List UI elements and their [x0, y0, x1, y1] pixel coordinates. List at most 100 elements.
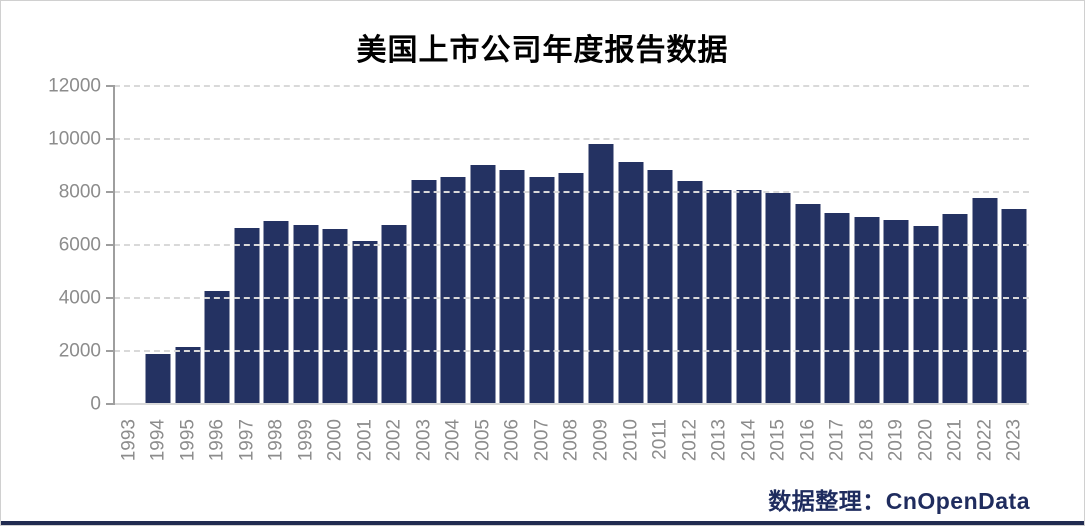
x-tick-label: 1995 — [177, 419, 199, 462]
bar — [942, 213, 968, 404]
y-axis-line — [113, 85, 115, 405]
y-tick-mark — [106, 244, 114, 246]
x-slot: 2007 — [527, 419, 557, 489]
bar — [618, 161, 644, 404]
x-tick-label: 2017 — [826, 419, 848, 462]
x-slot: 2009 — [586, 419, 616, 489]
x-tick-label: 2002 — [383, 419, 405, 462]
x-tick-label: 2005 — [472, 419, 494, 462]
bar — [1001, 209, 1027, 404]
x-slot: 2013 — [704, 419, 734, 489]
bar — [440, 177, 466, 404]
y-axis-labels: 0 2000 4000 6000 8000 10000 12000 — [1, 77, 101, 414]
bar — [204, 290, 230, 404]
x-tick-label: 1996 — [206, 419, 228, 462]
y-tick-mark — [106, 297, 114, 299]
bar-slot — [262, 86, 292, 404]
gridline — [114, 191, 1029, 193]
x-tick-label: 1997 — [236, 419, 258, 462]
bar-slot — [704, 86, 734, 404]
x-tick-label: 2006 — [501, 419, 523, 462]
x-slot: 2021 — [940, 419, 970, 489]
bar — [381, 225, 407, 404]
x-slot: 2000 — [321, 419, 351, 489]
y-tick-label: 0 — [90, 393, 101, 415]
y-tick-label: 12000 — [48, 75, 101, 97]
x-slot: 2019 — [881, 419, 911, 489]
bar — [529, 176, 555, 404]
x-tick-label: 1994 — [147, 419, 169, 462]
x-tick-label: 2010 — [620, 419, 642, 462]
bar — [293, 225, 319, 404]
x-tick-label: 2004 — [442, 419, 464, 462]
x-tick-label: 1993 — [118, 419, 140, 462]
bar — [972, 197, 998, 404]
bar-slot — [321, 86, 351, 404]
bar-slot — [498, 86, 528, 404]
x-slot: 2015 — [763, 419, 793, 489]
x-slot: 2017 — [822, 419, 852, 489]
x-slot: 1999 — [291, 419, 321, 489]
x-slot: 2002 — [380, 419, 410, 489]
bar-slot — [793, 86, 823, 404]
y-tick-label: 6000 — [58, 234, 101, 256]
x-tick-label: 2013 — [708, 419, 730, 462]
bar-slot — [173, 86, 203, 404]
bar-slot — [999, 86, 1029, 404]
bar — [795, 203, 821, 404]
bar — [175, 346, 201, 404]
y-axis-tick-marks — [106, 85, 114, 405]
y-tick-label: 4000 — [58, 287, 101, 309]
x-slot: 2012 — [675, 419, 705, 489]
bar — [411, 180, 437, 404]
chart-title: 美国上市公司年度报告数据 — [356, 34, 729, 67]
bar-slot — [586, 86, 616, 404]
x-slot: 1993 — [114, 419, 144, 489]
x-slot: 2016 — [793, 419, 823, 489]
x-slot: 1995 — [173, 419, 203, 489]
x-slot: 2004 — [439, 419, 469, 489]
x-tick-label: 2000 — [324, 419, 346, 462]
bar — [322, 229, 348, 404]
bar-slot — [232, 86, 262, 404]
bar — [558, 173, 584, 404]
x-slot: 1994 — [144, 419, 174, 489]
bar — [706, 189, 732, 404]
x-axis-baseline — [114, 403, 1029, 405]
bar-slot — [468, 86, 498, 404]
bar-slot — [144, 86, 174, 404]
bar — [352, 240, 378, 404]
x-tick-label: 2021 — [944, 419, 966, 462]
x-tick-label: 2018 — [856, 419, 878, 462]
bar-slot — [409, 86, 439, 404]
gridline — [114, 138, 1029, 140]
y-tick-mark — [106, 138, 114, 140]
gridline — [114, 350, 1029, 352]
x-tick-label: 1998 — [265, 419, 287, 462]
x-tick-label: 2001 — [354, 419, 376, 462]
gridline — [114, 297, 1029, 299]
bar-slot — [970, 86, 1000, 404]
bar-slot — [881, 86, 911, 404]
bar — [588, 143, 614, 404]
y-tick-mark — [106, 85, 114, 87]
data-credit: 数据整理：CnOpenData — [768, 488, 1030, 514]
gridline — [114, 244, 1029, 246]
bar — [854, 216, 880, 404]
bar — [824, 213, 850, 404]
bar-slot — [203, 86, 233, 404]
bar — [913, 225, 939, 404]
bar-slot — [350, 86, 380, 404]
x-tick-label: 2007 — [531, 419, 553, 462]
x-tick-label: 2015 — [767, 419, 789, 462]
x-slot: 2018 — [852, 419, 882, 489]
x-slot: 2001 — [350, 419, 380, 489]
x-tick-label: 1999 — [295, 419, 317, 462]
plot-area — [114, 85, 1029, 405]
bar — [234, 227, 260, 404]
bar — [677, 181, 703, 404]
x-slot: 2003 — [409, 419, 439, 489]
x-tick-label: 2009 — [590, 419, 612, 462]
bar-slot — [852, 86, 882, 404]
